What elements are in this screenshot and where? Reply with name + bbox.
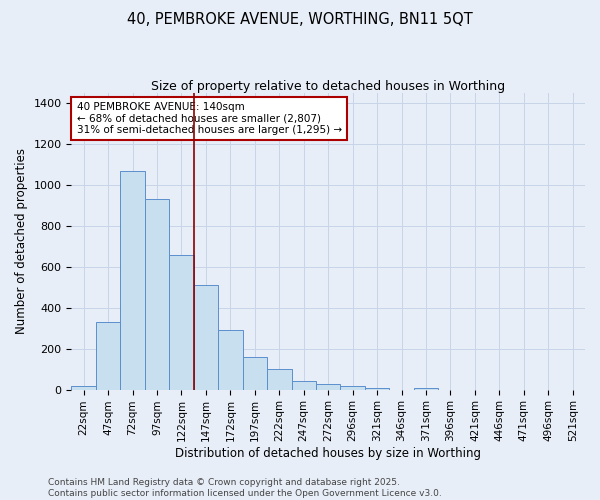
Text: 40 PEMBROKE AVENUE: 140sqm
← 68% of detached houses are smaller (2,807)
31% of s: 40 PEMBROKE AVENUE: 140sqm ← 68% of deta… <box>77 102 341 135</box>
Title: Size of property relative to detached houses in Worthing: Size of property relative to detached ho… <box>151 80 505 93</box>
Bar <box>267 369 292 390</box>
Bar <box>218 330 242 390</box>
Bar <box>121 170 145 390</box>
Text: Contains HM Land Registry data © Crown copyright and database right 2025.
Contai: Contains HM Land Registry data © Crown c… <box>48 478 442 498</box>
Bar <box>365 388 389 390</box>
Bar <box>169 254 194 390</box>
Bar <box>242 357 267 390</box>
Bar <box>145 200 169 390</box>
Bar <box>316 384 340 390</box>
Y-axis label: Number of detached properties: Number of detached properties <box>15 148 28 334</box>
Bar <box>71 386 96 390</box>
Text: 40, PEMBROKE AVENUE, WORTHING, BN11 5QT: 40, PEMBROKE AVENUE, WORTHING, BN11 5QT <box>127 12 473 28</box>
Bar <box>340 386 365 390</box>
Bar <box>96 322 121 390</box>
Bar <box>414 388 438 390</box>
Bar <box>292 382 316 390</box>
X-axis label: Distribution of detached houses by size in Worthing: Distribution of detached houses by size … <box>175 447 481 460</box>
Bar <box>194 286 218 390</box>
